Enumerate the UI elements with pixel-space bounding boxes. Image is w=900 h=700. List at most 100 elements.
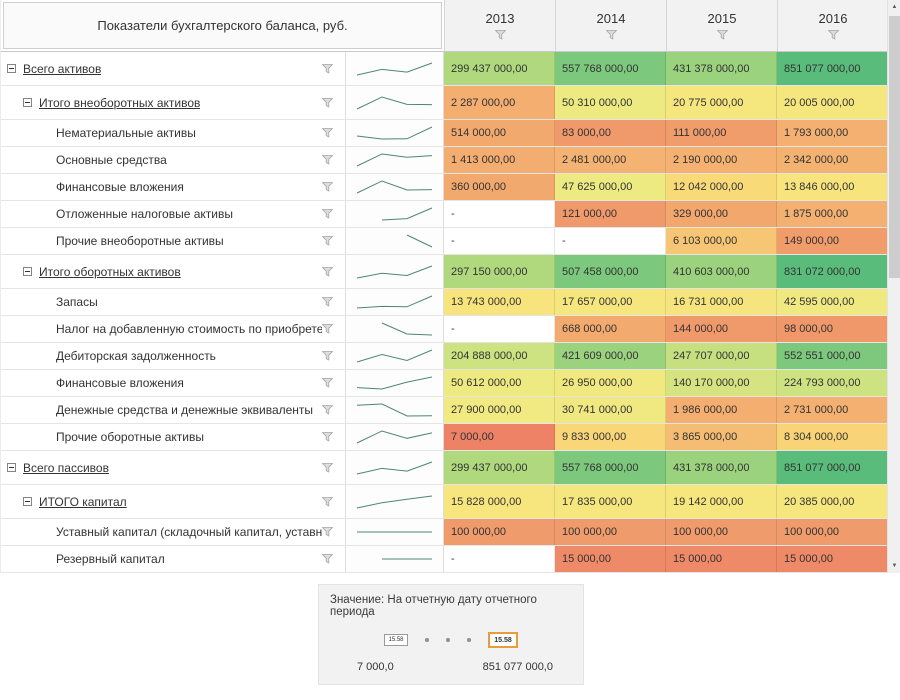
value-cell: 100 000,00 <box>444 519 555 545</box>
value-cell: - <box>444 228 555 254</box>
value-cell: 224 793 000,00 <box>777 370 888 396</box>
sparkline <box>346 370 444 396</box>
row-label-cell: Итого оборотных активов <box>1 255 346 288</box>
value-cell: 42 595 000,00 <box>777 289 888 315</box>
filter-icon[interactable] <box>321 128 334 138</box>
table-row: Прочие внеоборотные активы - -6 103 000,00… <box>1 228 888 255</box>
table-row: Всего пассивов 299 437 000,00 557 768 000,… <box>1 451 888 485</box>
size-step-dot[interactable] <box>446 638 450 642</box>
row-label-cell: Резервный капитал <box>1 546 346 572</box>
value-cell: 26 950 000,00 <box>555 370 666 396</box>
row-label: Нематериальные активы <box>56 126 196 140</box>
collapse-icon[interactable] <box>23 267 32 276</box>
legend-scale: 15.58 15.58 <box>319 632 583 648</box>
table-row: Налог на добавленную стоимость по приобр… <box>1 316 888 343</box>
value-cell: 8 304 000,00 <box>777 424 888 450</box>
filter-icon[interactable] <box>321 297 334 307</box>
filter-icon[interactable] <box>321 63 334 74</box>
sparkline <box>346 255 444 288</box>
legend-range: 7 000,0 851 077 000,0 <box>319 661 583 673</box>
value-cell: 100 000,00 <box>555 519 666 545</box>
size-option-small[interactable]: 15.58 <box>384 634 408 646</box>
value-cell: 2 481 000,00 <box>555 147 666 173</box>
collapse-icon[interactable] <box>23 98 32 107</box>
value-cell: 557 768 000,00 <box>555 451 666 484</box>
row-label-cell: Налог на добавленную стоимость по приобр… <box>1 316 346 342</box>
sparkline <box>346 86 444 119</box>
collapse-icon[interactable] <box>7 463 16 472</box>
row-label[interactable]: Итого внеоборотных активов <box>39 95 201 110</box>
filter-icon[interactable] <box>827 30 839 40</box>
value-cell: 149 000,00 <box>777 228 888 254</box>
sparkline <box>346 316 444 342</box>
row-label[interactable]: Всего пассивов <box>23 460 109 475</box>
value-cell: 299 437 000,00 <box>444 451 555 484</box>
value-cell: - <box>444 546 555 572</box>
legend-title: Значение: На отчетную дату отчетного пер… <box>330 594 537 618</box>
filter-icon[interactable] <box>321 496 334 507</box>
value-cell: 299 437 000,00 <box>444 52 555 85</box>
value-cell: 15 000,00 <box>555 546 666 572</box>
filter-icon[interactable] <box>321 432 334 442</box>
filter-icon[interactable] <box>321 209 334 219</box>
filter-icon[interactable] <box>605 30 617 40</box>
row-label: Запасы <box>56 295 98 309</box>
row-label: Финансовые вложения <box>56 180 184 194</box>
collapse-icon[interactable] <box>23 497 32 506</box>
table-row: Денежные средства и денежные эквиваленты… <box>1 397 888 424</box>
row-label-cell: Всего активов <box>1 52 346 85</box>
grid-header: Показатели бухгалтерского баланса, руб. … <box>1 0 888 52</box>
filter-icon[interactable] <box>321 405 334 415</box>
value-cell: 557 768 000,00 <box>555 52 666 85</box>
filter-icon[interactable] <box>494 30 506 40</box>
scroll-down-button[interactable]: ▼ <box>888 559 900 573</box>
scrollbar-thumb[interactable] <box>889 16 900 278</box>
row-label-cell: Уставный капитал (складочный капитал, ус… <box>1 519 346 545</box>
sparkline <box>346 424 444 450</box>
filter-icon[interactable] <box>321 527 334 537</box>
column-header-2015[interactable]: 2015 <box>666 0 777 51</box>
vertical-scrollbar[interactable]: ▲ ▼ <box>887 0 900 573</box>
value-cell: 1 986 000,00 <box>666 397 777 423</box>
row-label-cell: Денежные средства и денежные эквиваленты <box>1 397 346 423</box>
size-step-dot[interactable] <box>425 638 429 642</box>
filter-icon[interactable] <box>321 97 334 108</box>
filter-icon[interactable] <box>321 236 334 246</box>
filter-icon[interactable] <box>321 378 334 388</box>
row-label[interactable]: Всего активов <box>23 61 102 76</box>
scroll-up-button[interactable]: ▲ <box>888 0 900 14</box>
value-cell: 19 142 000,00 <box>666 485 777 518</box>
row-label-cell: Отложенные налоговые активы <box>1 201 346 227</box>
value-cell: 421 609 000,00 <box>555 343 666 369</box>
filter-icon[interactable] <box>321 324 334 334</box>
row-label[interactable]: ИТОГО капитал <box>39 494 127 509</box>
filter-icon[interactable] <box>321 182 334 192</box>
filter-icon[interactable] <box>321 266 334 277</box>
row-label[interactable]: Итого оборотных активов <box>39 264 181 279</box>
size-option-large[interactable]: 15.58 <box>488 632 518 648</box>
filter-icon[interactable] <box>321 462 334 473</box>
collapse-icon[interactable] <box>7 64 16 73</box>
value-cell: 20 005 000,00 <box>777 86 888 119</box>
sparkline <box>346 289 444 315</box>
value-cell: 514 000,00 <box>444 120 555 146</box>
row-label-cell: Нематериальные активы <box>1 120 346 146</box>
filter-icon[interactable] <box>321 351 334 361</box>
row-label-cell: Прочие внеоборотные активы <box>1 228 346 254</box>
size-step-dot[interactable] <box>467 638 471 642</box>
filter-icon[interactable] <box>321 554 334 564</box>
grid-body: Всего активов 299 437 000,00 557 768 000,0… <box>1 52 888 573</box>
filter-icon[interactable] <box>716 30 728 40</box>
column-header-2013[interactable]: 2013 <box>444 0 555 51</box>
row-label-cell: Запасы <box>1 289 346 315</box>
value-cell: 100 000,00 <box>777 519 888 545</box>
table-row: Нематериальные активы 514 000,00 83 000,00… <box>1 120 888 147</box>
value-cell: 15 000,00 <box>777 546 888 572</box>
value-cell: 15 828 000,00 <box>444 485 555 518</box>
filter-icon[interactable] <box>321 155 334 165</box>
value-cell: 20 385 000,00 <box>777 485 888 518</box>
table-row: Основные средства 1 413 000,00 2 481 000,0… <box>1 147 888 174</box>
value-cell: 2 342 000,00 <box>777 147 888 173</box>
column-header-2016[interactable]: 2016 <box>777 0 888 51</box>
column-header-2014[interactable]: 2014 <box>555 0 666 51</box>
